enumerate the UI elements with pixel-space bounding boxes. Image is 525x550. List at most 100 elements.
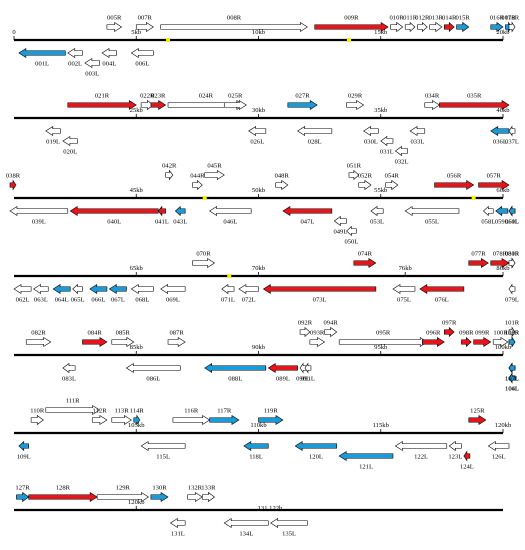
gene-029R-label: 029R <box>348 93 363 100</box>
gene-055L-arrow <box>404 205 460 217</box>
gene-016R-arrow <box>490 21 504 33</box>
gene-072L-label: 072L <box>242 297 256 304</box>
gene-054R-arrow <box>385 179 399 191</box>
gene-087R-arrow <box>167 336 186 348</box>
gene-129R-label: 129R <box>116 485 131 492</box>
gene-067L-arrow <box>108 283 127 295</box>
gene-038R-arrow <box>9 179 17 191</box>
gene-128R-label: 128R <box>56 485 71 492</box>
gene-047L-arrow <box>282 205 333 217</box>
gene-049L-arrow <box>333 215 347 227</box>
gene-048R-label: 048R <box>275 173 290 180</box>
gene-067L-label: 067L <box>111 297 125 304</box>
gene-126L-label: 126L <box>492 454 506 461</box>
gene-078R-arrow <box>490 257 510 269</box>
scale-label: 115kb <box>373 422 390 429</box>
gene-070R-arrow <box>192 257 216 269</box>
gene-107L-label: 107L <box>505 376 519 383</box>
gene-019L-arrow <box>45 125 61 137</box>
gene-101R-arrow <box>508 326 516 338</box>
gene-042R-label: 042R <box>162 163 177 170</box>
scale-label: 20kb <box>496 29 510 36</box>
gene-041L-arrow <box>157 205 166 217</box>
gene-050L-arrow <box>346 225 357 237</box>
gene-088L-arrow <box>204 362 267 374</box>
gene-007R-arrow <box>135 21 154 33</box>
gene-092R-arrow <box>299 326 311 338</box>
gene-027R-arrow <box>287 99 318 111</box>
gene-033L-label: 033L <box>410 139 424 146</box>
scale-label: 80kb <box>496 265 510 272</box>
gene-091L-arrow <box>304 362 312 374</box>
gene-011R-label: 011R <box>403 15 418 22</box>
gene-026L-arrow <box>248 125 267 137</box>
gene-040L-label: 040L <box>107 219 121 226</box>
gene-059L-label: 059L <box>495 219 509 226</box>
gene-123L-label: 123L <box>448 454 462 461</box>
gene-112R-arrow <box>91 414 108 426</box>
gene-086L-arrow <box>125 362 181 374</box>
gene-030L-label: 030L <box>364 139 378 146</box>
gene-050L-label: 050L <box>344 239 358 246</box>
gene-025R-arrow <box>223 99 247 111</box>
gene-106L-arrow <box>508 372 516 384</box>
gene-023R-arrow <box>150 99 167 111</box>
gene-012R-arrow <box>417 21 428 33</box>
gene-092R-label: 092R <box>298 320 313 327</box>
gene-118L-arrow <box>243 440 269 452</box>
gene-076L-arrow <box>419 283 465 295</box>
repeat-marker <box>471 196 476 200</box>
gene-096R-label: 096R <box>426 330 441 337</box>
gene-044R-arrow <box>192 179 203 191</box>
scale-label: 55kb <box>374 187 388 194</box>
gene-128R-arrow <box>28 491 98 503</box>
gene-048R-arrow <box>275 179 289 191</box>
gene-093R-label: 093R <box>310 330 325 337</box>
gene-062L-arrow <box>13 283 32 295</box>
scale-label: 65kb <box>130 265 144 272</box>
gene-028L-arrow <box>297 125 333 137</box>
gene-081R-label: 081R <box>505 251 520 258</box>
gene-072L-arrow <box>238 283 259 295</box>
gene-010R-label: 010R <box>389 15 404 22</box>
gene-001L-label: 001L <box>35 61 49 68</box>
gene-018R-arrow <box>508 21 516 33</box>
gene-016R-label: 016R <box>490 15 505 22</box>
gene-074R-arrow <box>353 257 377 269</box>
genome-row-3: 45kb 50kb 55kb 60kb 038R 039L 040L 041L 042R 043L… <box>6 163 519 246</box>
gene-113R-label: 113R <box>115 408 130 415</box>
scale-label: 120kb <box>495 422 512 429</box>
scale-label: 40kb <box>496 107 510 114</box>
gene-026L-label: 026L <box>250 139 264 146</box>
gene-061L-arrow <box>508 205 516 217</box>
gene-087R-label: 087R <box>169 330 184 337</box>
gene-039L-arrow <box>9 205 69 217</box>
gene-116R-arrow <box>172 414 211 426</box>
gene-001L-arrow <box>18 47 66 59</box>
gene-037L-arrow <box>508 125 516 137</box>
gene-056R-label: 056R <box>447 173 462 180</box>
gene-080R-label: 080R <box>505 251 520 258</box>
gene-063L-label: 063L <box>34 297 48 304</box>
gene-044R-label: 044R <box>190 173 205 180</box>
gene-007R-label: 007R <box>138 15 153 22</box>
gene-077R-arrow <box>468 257 489 269</box>
scale-label: 60kb <box>496 187 510 194</box>
gene-004L-arrow <box>101 47 117 59</box>
gene-085R-label: 085R <box>116 330 131 337</box>
scale-label: 50kb <box>252 187 266 194</box>
gene-036L-arrow <box>490 125 510 137</box>
gene-078R-label: 078R <box>493 251 508 258</box>
gene-002L-arrow <box>67 47 83 59</box>
scale-label: 120kb <box>128 499 145 506</box>
gene-037L-label: 037L <box>505 139 519 146</box>
gene-083L-label: 083L <box>62 376 76 383</box>
gene-134L-label: 134L <box>239 531 253 538</box>
gene-110R-label: 110R <box>30 408 45 415</box>
gene-125R-label: 125R <box>470 408 485 415</box>
gene-015R-label: 015R <box>456 15 471 22</box>
gene-097R-arrow <box>444 326 455 338</box>
gene-089L-arrow <box>267 362 298 374</box>
gene-093R-arrow <box>309 336 326 348</box>
